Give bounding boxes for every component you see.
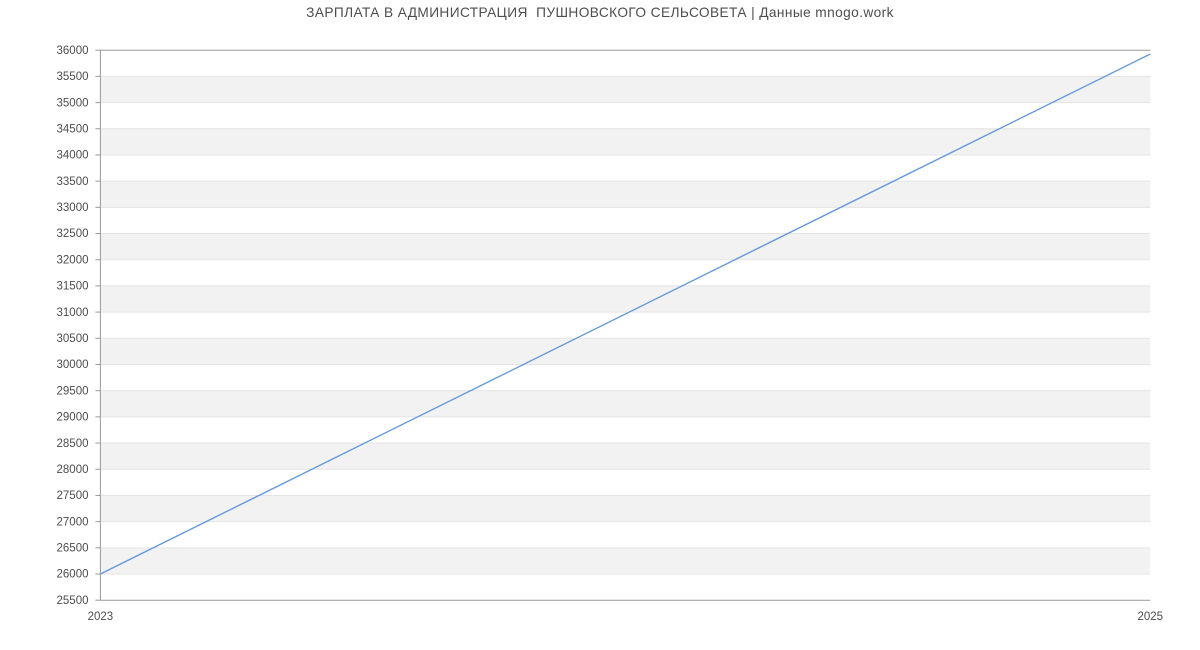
svg-text:33500: 33500 — [57, 176, 89, 188]
svg-text:26500: 26500 — [57, 543, 89, 555]
svg-text:32000: 32000 — [57, 254, 89, 266]
svg-text:29500: 29500 — [57, 385, 89, 397]
svg-text:30000: 30000 — [57, 359, 89, 371]
svg-text:26000: 26000 — [57, 569, 89, 581]
svg-text:32500: 32500 — [57, 228, 89, 240]
svg-text:30500: 30500 — [57, 333, 89, 345]
svg-text:31500: 31500 — [57, 281, 89, 293]
svg-text:34500: 34500 — [57, 123, 89, 135]
svg-text:28500: 28500 — [57, 438, 89, 450]
svg-text:2023: 2023 — [88, 611, 114, 623]
svg-text:36000: 36000 — [57, 45, 89, 57]
svg-text:29000: 29000 — [57, 412, 89, 424]
svg-text:34000: 34000 — [57, 150, 89, 162]
svg-text:2025: 2025 — [1138, 611, 1164, 623]
svg-text:27000: 27000 — [57, 516, 89, 528]
svg-text:27500: 27500 — [57, 490, 89, 502]
svg-text:33000: 33000 — [57, 202, 89, 214]
svg-text:31000: 31000 — [57, 307, 89, 319]
svg-text:35500: 35500 — [57, 71, 89, 83]
svg-text:35000: 35000 — [57, 97, 89, 109]
svg-text:28000: 28000 — [57, 464, 89, 476]
svg-text:25500: 25500 — [57, 595, 89, 607]
